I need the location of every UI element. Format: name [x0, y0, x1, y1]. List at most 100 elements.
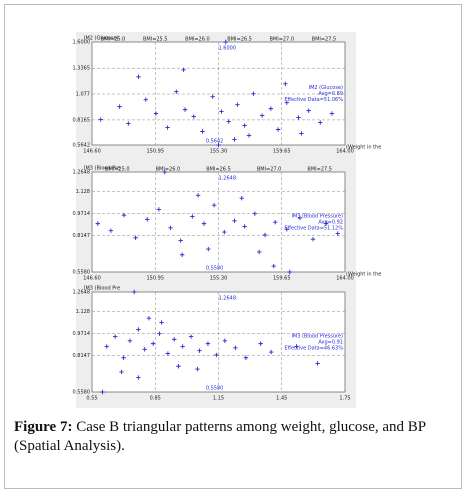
x-tick-label: 0.85	[150, 396, 161, 402]
point	[252, 211, 258, 216]
point	[335, 231, 340, 236]
extreme-label: 0.5580	[206, 266, 224, 272]
point	[268, 106, 274, 111]
point	[146, 315, 152, 321]
point	[232, 137, 237, 142]
point	[287, 269, 292, 275]
point	[162, 169, 167, 175]
stat-label: Effective Data=51.12%	[284, 226, 343, 232]
y-axis-label: IM3 (Blood Pre	[84, 286, 120, 292]
point	[136, 375, 141, 380]
y-tick-label: 1.2648	[73, 290, 91, 296]
point	[176, 364, 181, 369]
point	[273, 219, 278, 225]
y-tick-label: 0.8165	[73, 117, 91, 123]
x-tick-label: 150.95	[147, 276, 165, 282]
y-tick-label: 1.3365	[73, 66, 91, 72]
point	[222, 338, 228, 343]
legend-entry: IM3 (Blood Pressure)	[291, 334, 343, 340]
point	[119, 369, 124, 375]
point	[226, 119, 231, 124]
x-tick-label: 0.55	[86, 396, 97, 402]
point	[197, 348, 202, 353]
point	[145, 217, 150, 222]
x-tick-label: 146.60	[83, 149, 101, 155]
point	[239, 195, 244, 201]
point	[318, 120, 323, 125]
extreme-label: 1.2648	[219, 296, 237, 302]
point	[195, 193, 201, 198]
point	[117, 104, 122, 109]
point	[310, 236, 316, 242]
point	[112, 334, 118, 339]
extreme-label: 0.5642	[206, 139, 224, 145]
y-tick-label: 1.6000	[73, 40, 91, 46]
caption: Figure 7: Case B triangular patterns amo…	[14, 418, 454, 456]
point	[251, 91, 256, 96]
point	[156, 207, 162, 212]
legend-entry: IM3 (Blood Pressure)	[291, 214, 343, 220]
extreme-label: 1.6000	[219, 46, 237, 52]
x-tick-label: 1.75	[339, 396, 350, 402]
point	[201, 221, 207, 226]
bmi-label: BMI=27.5	[307, 167, 332, 173]
x-tick-label: 164.00	[336, 149, 354, 155]
point	[258, 341, 263, 346]
bmi-label: BMI=25.0	[101, 37, 126, 43]
point	[178, 238, 183, 243]
y-tick-label: 0.5580	[73, 390, 91, 396]
point	[142, 347, 147, 352]
stat-label: Avg=0.91	[318, 340, 343, 346]
point	[259, 113, 265, 118]
point	[323, 221, 329, 226]
x-tick-label: 159.65	[273, 276, 291, 282]
x-tick-label: 1.45	[276, 396, 287, 402]
y-tick-label: 0.9714	[73, 211, 91, 217]
point	[269, 349, 274, 355]
point	[216, 142, 221, 148]
point	[168, 225, 173, 231]
point	[306, 108, 311, 113]
point	[262, 232, 268, 238]
y-tick-label: 1.2648	[73, 170, 91, 176]
point	[172, 337, 177, 342]
x-axis-label: (Weight in the	[346, 145, 381, 151]
point	[95, 221, 101, 226]
point	[206, 246, 211, 252]
point	[157, 331, 162, 336]
point	[126, 121, 131, 126]
point	[108, 228, 114, 233]
point	[104, 344, 109, 349]
point	[275, 127, 281, 132]
point	[188, 334, 194, 339]
extreme-label: 0.5580	[206, 386, 224, 392]
point	[222, 229, 227, 235]
x-tick-label: 155.30	[210, 276, 228, 282]
point	[153, 111, 159, 116]
y-tick-label: 1.128	[76, 309, 90, 315]
point	[195, 366, 200, 372]
y-tick-label: 1.128	[76, 189, 90, 195]
frame	[4, 4, 462, 489]
y-axis-label: IM2 (Glucose)	[84, 36, 118, 42]
bmi-label: BMI=25.0	[105, 167, 130, 173]
point	[190, 214, 195, 219]
point	[294, 344, 299, 349]
point	[180, 344, 185, 349]
x-tick-label: 155.30	[210, 149, 228, 155]
extreme-label: 1.2648	[219, 176, 237, 182]
point	[143, 97, 148, 102]
x-tick-label: 159.65	[273, 149, 291, 155]
point	[165, 351, 171, 356]
bmi-label: BMI=26.5	[227, 37, 252, 43]
point	[121, 355, 126, 360]
stat-label: Avg=0.92	[318, 220, 343, 226]
point	[243, 355, 249, 360]
point	[205, 341, 211, 346]
point	[315, 361, 320, 366]
point	[98, 117, 103, 122]
point	[211, 203, 217, 208]
point	[284, 227, 290, 232]
point	[219, 109, 224, 114]
